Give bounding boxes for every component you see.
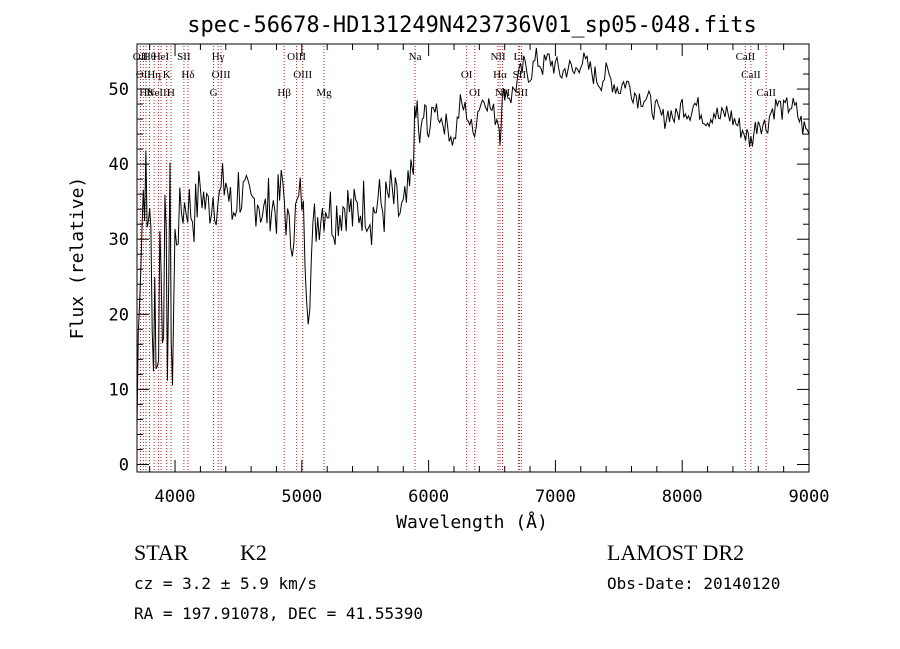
y-tick-label-20: 20: [109, 305, 129, 325]
line-label-sii: SII: [513, 69, 527, 81]
line-label-oiii: OIII: [212, 69, 231, 81]
y-tick-label-30: 30: [109, 230, 129, 250]
line-label-sii: SII: [515, 87, 529, 99]
spectral-line-markers: [139, 46, 767, 472]
subclass-label: K2: [240, 540, 267, 565]
line-label-oi: OI: [461, 69, 473, 81]
y-axis-label: Flux (relative): [67, 177, 88, 340]
y-tick-label-50: 50: [109, 80, 129, 100]
class-label: STAR: [134, 540, 189, 565]
line-label-oii: OII: [136, 69, 152, 81]
line-label-h: H: [167, 87, 175, 99]
x-axis-label: Wavelength (Å): [396, 511, 548, 533]
line-label-g: G: [210, 87, 218, 99]
x-tick-label-7000: 7000: [535, 487, 576, 507]
x-tick-label-4000: 4000: [155, 487, 196, 507]
y-tick-label-40: 40: [109, 155, 129, 175]
line-label-oiii: OIII: [293, 69, 312, 81]
x-axis-ticks: 4000 5000 6000 7000 8000 9000: [149, 44, 830, 507]
line-label-hβ: Hβ: [277, 87, 291, 99]
survey-label: LAMOST DR2: [607, 540, 744, 565]
line-label-neiii: NeIII: [147, 87, 171, 99]
y-axis-ticks: 0 10 20 30 40 50: [109, 58, 809, 475]
coordinates: RA = 197.91078, DEC = 41.55390: [134, 604, 423, 623]
line-label-caii: CaII: [756, 87, 776, 99]
line-label-hα: Hα: [493, 69, 507, 81]
line-label-na: Na: [409, 51, 422, 63]
obs-date: Obs-Date: 20140120: [607, 574, 780, 593]
y-tick-label-0: 0: [119, 455, 129, 475]
spectrum-series-line: [136, 47, 810, 429]
line-label-oi: OI: [469, 87, 481, 99]
line-label-hδ: Hδ: [181, 69, 194, 81]
line-label-nii: NII: [490, 51, 506, 63]
line-label-caii: CaII: [741, 69, 761, 81]
x-tick-label-6000: 6000: [408, 487, 449, 507]
line-label-hθ: Hθ: [143, 51, 156, 63]
line-label-li: Li: [514, 51, 524, 63]
x-tick-label-5000: 5000: [281, 487, 322, 507]
line-label-k: K: [163, 69, 171, 81]
line-label-hγ: Hγ: [212, 51, 225, 63]
line-label-hθ: Hθ: [139, 87, 152, 99]
line-label-sii: SII: [177, 51, 191, 63]
chart-title: spec-56678-HD131249N423736V01_sp05-048.f…: [187, 13, 757, 38]
line-label-caii: CaII: [736, 51, 756, 63]
y-tick-label-10: 10: [109, 380, 129, 400]
line-label-oiii: OIII: [287, 51, 306, 63]
spectral-line-labels: OIIOIIHθHθHηNeIIIHeIKHSIIHδGHγOIIIHβOIII…: [133, 51, 776, 99]
line-label-mg: Mg: [316, 87, 332, 99]
line-label-hη: Hη: [147, 69, 161, 81]
x-tick-label-8000: 8000: [662, 487, 703, 507]
line-label-hei: HeI: [153, 51, 170, 63]
cz-value: cz = 3.2 ± 5.9 km/s: [134, 574, 317, 593]
x-tick-label-9000: 9000: [789, 487, 830, 507]
plot-frame: [136, 43, 810, 473]
